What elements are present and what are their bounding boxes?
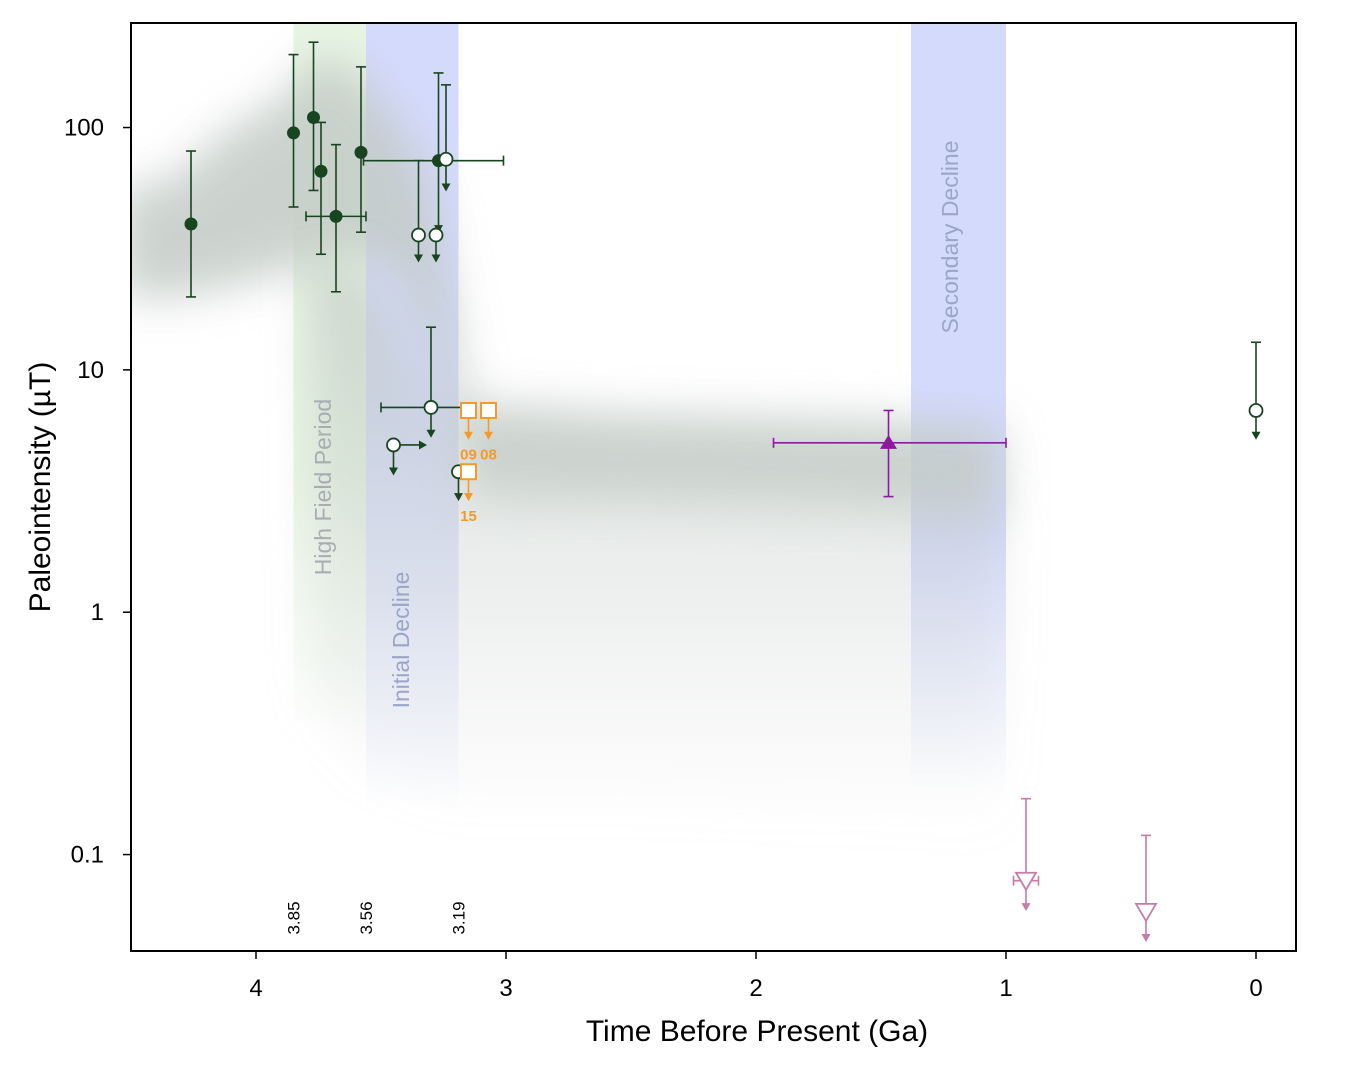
series-3: 09 08 15 <box>460 401 497 525</box>
marker-0-1 <box>287 126 300 140</box>
limit-arrow-head-2-6 <box>1251 431 1261 440</box>
band-labels: High Field Period Initial Decline Secondar… <box>310 140 963 708</box>
series-4 <box>772 409 1007 498</box>
series-2 <box>380 84 1264 502</box>
plot-frame <box>130 22 1297 952</box>
marker-2-2 <box>428 227 444 243</box>
envelope-lower <box>311 254 1001 836</box>
marker-2-1 <box>411 227 426 243</box>
marker-4-0 <box>880 434 897 449</box>
marker-2-3 <box>423 400 439 415</box>
y-tick-label-1: 1 <box>91 599 104 626</box>
x-tick-label-4: 0 <box>1249 975 1262 1002</box>
x-tick-label-0: 4 <box>249 975 262 1002</box>
series-5 <box>1012 797 1158 942</box>
point-label-3-2: 15 <box>460 508 477 525</box>
limit-arrow-head-2-4 <box>389 467 398 476</box>
x-tick-label-2: 2 <box>749 975 762 1002</box>
x-axis: 4 3 2 1 0 <box>249 951 1263 1002</box>
marker-0-3 <box>314 164 328 178</box>
limit-arrow-head-3-2 <box>464 493 473 502</box>
marker-2-6 <box>1248 403 1264 418</box>
point-label-3-1: 08 <box>480 447 497 464</box>
limit-arrow-right-head-2-4 <box>419 440 427 450</box>
marker-3-0 <box>460 401 477 419</box>
y-tick-label-0: 0.1 <box>71 842 104 869</box>
y-axis: 0.1 1 10 100 <box>64 115 131 869</box>
limit-arrow-head-3-1 <box>484 431 493 440</box>
marker-5-0 <box>1014 871 1038 892</box>
marker-5-1 <box>1134 902 1158 923</box>
y-tick-label-2: 10 <box>77 357 104 384</box>
limit-arrow-head-2-0 <box>441 183 451 192</box>
age-marker-1: 3.56 <box>357 901 376 934</box>
age-markers: 3.85 3.56 3.19 <box>285 901 469 934</box>
marker-0-4 <box>329 209 343 223</box>
marker-0-5 <box>354 145 368 159</box>
marker-0-2 <box>307 111 320 125</box>
x-tick-label-1: 3 <box>499 975 512 1002</box>
y-axis-title: Paleointensity (µT) <box>24 362 57 613</box>
limit-arrow-head-2-3 <box>426 429 436 438</box>
limit-arrow-head-5-0 <box>1021 903 1031 912</box>
age-marker-2: 3.19 <box>450 901 469 934</box>
limit-arrow-head-2-2 <box>431 254 441 263</box>
point-label-3-0: 09 <box>460 447 477 464</box>
data-points: 09 08 15 <box>184 41 1264 942</box>
marker-2-4 <box>386 437 401 453</box>
x-tick-label-3: 1 <box>999 975 1012 1002</box>
envelope-upper <box>131 57 1001 521</box>
marker-3-1 <box>480 401 497 419</box>
marker-3-2 <box>460 463 477 481</box>
band-label-2: Secondary Decline <box>937 140 963 333</box>
y-tick-label-3: 100 <box>64 115 104 142</box>
limit-arrow-head-2-5 <box>454 493 463 502</box>
age-marker-0: 3.85 <box>285 901 304 934</box>
limit-arrow-head-5-1 <box>1141 933 1151 942</box>
x-axis-title: Time Before Present (Ga) <box>586 1015 928 1048</box>
limit-arrow-head-3-0 <box>464 431 473 440</box>
series-0 <box>184 41 368 298</box>
band-label-1: Initial Decline <box>388 572 414 709</box>
band-label-0: High Field Period <box>310 399 336 575</box>
field-envelope <box>131 57 1001 836</box>
marker-2-0 <box>438 151 454 167</box>
series-1 <box>362 72 505 234</box>
marker-0-0 <box>184 217 198 231</box>
limit-arrow-head-2-1 <box>414 254 423 263</box>
